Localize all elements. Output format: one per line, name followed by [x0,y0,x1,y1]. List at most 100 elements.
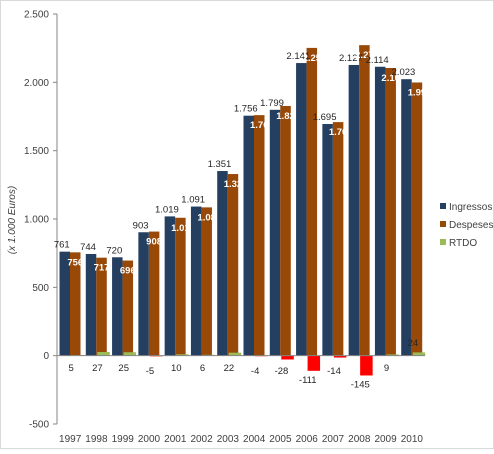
label-ingressos: 1.799 [260,98,284,109]
data-labels: 76175657447172772069625903908-51.0191.01… [54,50,426,390]
label-rtdo: 24 [408,338,419,349]
bar-rtdo [228,352,242,356]
label-ingressos: 761 [54,240,70,251]
label-rtdo: 27 [92,363,103,374]
bar-ingressos [348,64,360,356]
label-rtdo: -5 [146,366,154,377]
label-despeses: 1.70 [329,127,348,138]
y-tick-label: 500 [32,283,49,294]
label-despeses: 1.82 [276,111,295,122]
x-tick-label: 1997 [59,434,82,445]
label-ingressos: 1.695 [313,112,337,123]
x-tick-label: 2008 [348,434,371,445]
label-ingressos: 2.127 [339,53,363,64]
bar-rtdo [412,352,426,356]
label-rtdo: -14 [327,366,341,377]
x-tick-label: 2005 [269,434,292,445]
bar-despeses [122,260,134,356]
label-despeses: 717 [94,263,110,274]
bar-despeses [201,207,212,356]
x-tick-label: 2001 [164,434,187,445]
y-tick-label: 1.500 [24,146,49,157]
bar-despeses [70,252,81,356]
bar-rtdo [333,355,347,358]
legend-swatch-ingressos [440,203,446,209]
label-ingressos: 2.114 [366,55,389,66]
label-ingressos: 720 [106,245,122,256]
bar-rtdo [281,355,294,360]
bar-despeses [254,115,265,356]
bar-ingressos [243,115,254,356]
label-rtdo: 9 [384,363,389,374]
bar-rtdo [176,354,189,356]
bar-ingressos [164,216,176,356]
bar-despeses [385,67,396,356]
label-rtdo: -4 [251,366,259,377]
bar-rtdo [123,352,137,356]
label-despeses: 1.08 [197,212,216,223]
x-tick-label: 2003 [217,434,240,445]
legend-label-despeses: Despeses [449,220,493,231]
bar-rtdo [307,355,321,371]
label-despeses: 1.32 [224,179,243,190]
label-ingressos: 1.091 [181,195,205,206]
bar-rtdo [360,355,373,376]
label-despeses: 1.01 [171,223,190,234]
bar-ingressos [138,232,149,356]
bar-despeses [280,105,291,356]
label-despeses: 2.27 [355,50,374,61]
label-ingressos: 1.351 [208,159,232,170]
bar-ingressos [112,257,123,356]
bar-ingressos [269,109,281,356]
label-despeses: 696 [120,266,136,277]
bar-despeses [96,257,107,356]
label-ingressos: 2.141 [286,51,310,62]
y-tick-label: 2.500 [24,10,49,21]
bar-despeses [227,174,239,356]
label-despeses: 908 [146,237,162,248]
label-rtdo: 22 [224,363,235,374]
label-rtdo: -28 [275,366,289,377]
x-tick-label: 2010 [401,434,424,445]
x-tick-label: 1998 [85,434,108,445]
x-axis: 1997 1998 1999 2000 2001 2002 2003 2004 2005 2006… [57,355,425,445]
bar-rtdo [386,354,399,356]
bar-despeses [306,47,318,356]
label-rtdo: 25 [118,363,129,374]
legend-swatch-despeses [440,221,446,227]
x-tick-label: 2006 [296,434,319,445]
bars [59,45,426,376]
label-ingressos: 1.019 [155,204,179,215]
label-rtdo: 5 [68,363,73,374]
bar-ingressos [217,171,228,356]
x-tick-label: 2000 [138,434,161,445]
legend-label-rtdo: RTDO [449,238,477,249]
label-despeses: 1.76 [250,120,269,131]
label-ingressos: 2.023 [392,67,416,78]
bar-despeses [359,45,370,356]
label-ingressos: 903 [133,220,149,231]
bar-ingressos [374,66,386,356]
bar-ingressos [190,206,202,356]
bar-despeses [175,217,186,356]
label-ingressos: 744 [80,242,96,253]
bar-despeses [148,231,160,356]
legend-swatch-rtdo [440,239,446,245]
bar-despeses [411,82,423,356]
bar-ingressos [85,253,97,356]
bar-ingressos [59,251,70,356]
label-despeses: 1.99 [408,87,427,98]
x-tick-label: 2007 [322,434,345,445]
bar-ingressos [322,124,333,356]
y-tick-label: -500 [29,420,49,431]
label-rtdo: 6 [200,363,205,374]
bar-ingressos [401,79,412,356]
y-axis-title: (x 1.000 Euros) [7,186,18,254]
x-tick-label: 2009 [374,434,397,445]
y-tick-label: 2.000 [24,78,49,89]
x-tick-label: 2002 [190,434,213,445]
bar-ingressos [296,63,307,356]
legend-label-ingressos: Ingressos [449,202,492,213]
label-despeses: 2.10 [381,73,400,84]
